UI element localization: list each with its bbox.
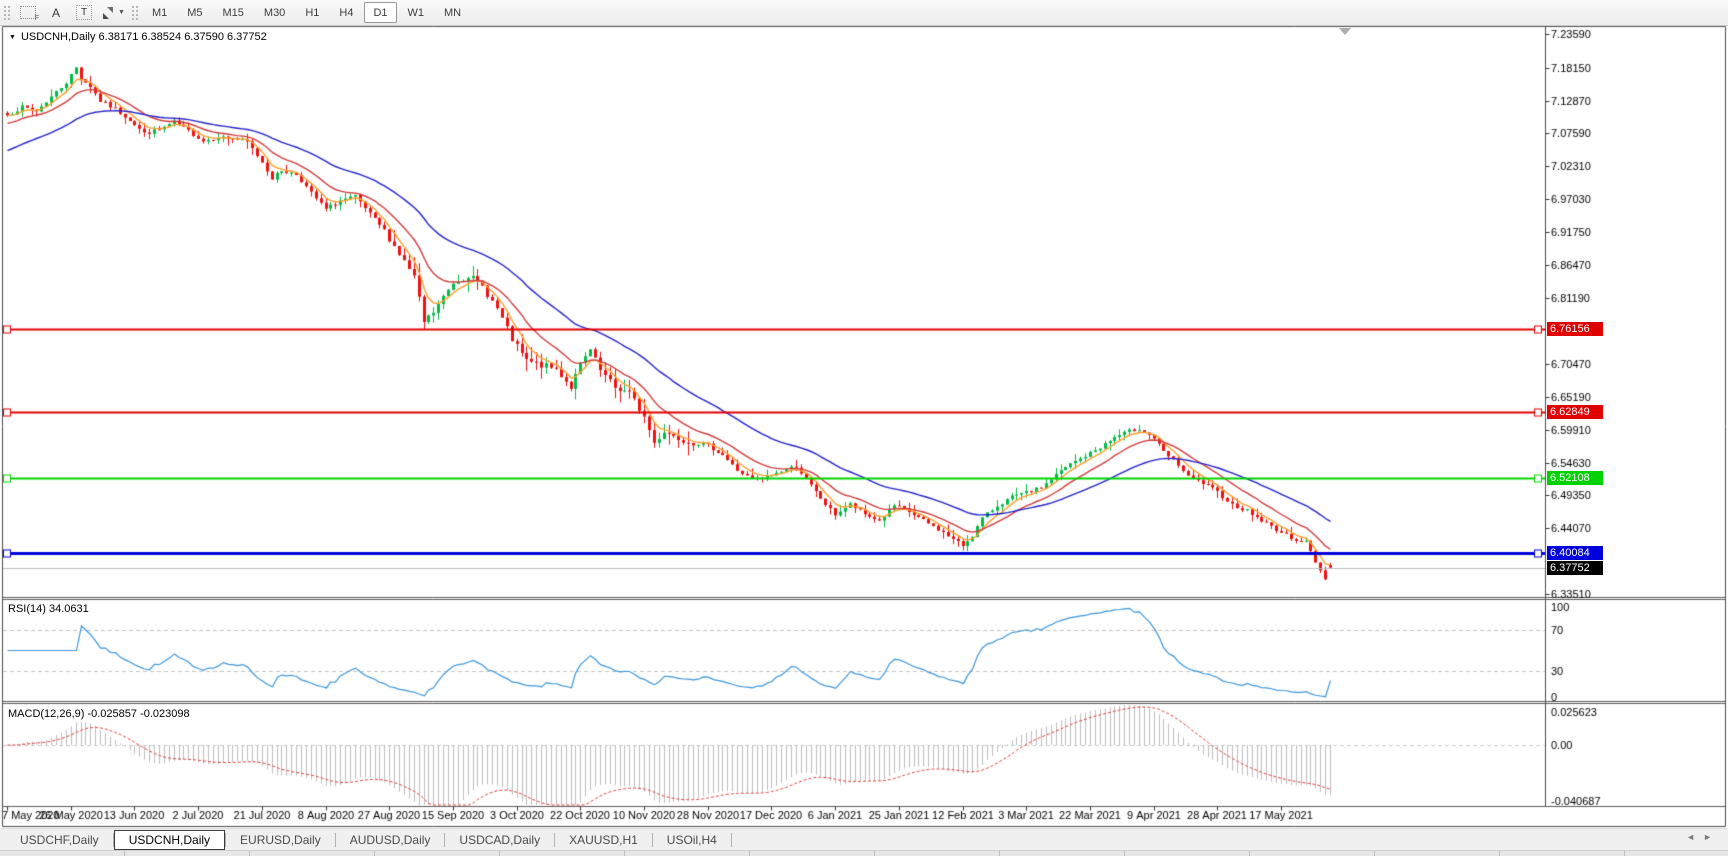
timeframe-toolbar-grip[interactable] — [130, 4, 138, 21]
current-price-label: 6.37752 — [1547, 561, 1603, 575]
timeframe-button-mn[interactable]: MN — [444, 6, 462, 19]
timeframe-button-h4[interactable]: H4 — [339, 6, 354, 19]
horizontal-scrollbar[interactable] — [0, 850, 1728, 856]
dotted-grid-tool-button[interactable]: F — [16, 2, 40, 24]
text-tool-button[interactable]: T — [72, 2, 96, 24]
hline-price-label[interactable]: 6.52108 — [1547, 471, 1603, 485]
arrows-tool-button[interactable]: ▼ — [100, 2, 126, 24]
tab-separator — [730, 832, 732, 847]
toolbar: F A T ▼ M1 M5 M15 M30 H1 H4 D1 W1 MN — [0, 0, 1728, 26]
chart-tab-usdcad[interactable]: USDCAD,Daily — [459, 832, 541, 847]
tab-separator — [225, 832, 227, 847]
chart-title: ▼ USDCNH,Daily 6.38171 6.38524 6.37590 6… — [9, 31, 267, 43]
label-tool-button[interactable]: A — [44, 2, 68, 24]
timeframe-button-group: M1 M5 M15 M30 H1 H4 D1 W1 MN — [142, 2, 471, 23]
label-tool-icon: A — [51, 5, 60, 20]
chart-tab-xauusd[interactable]: XAUUSD,H1 — [569, 832, 638, 847]
timeframe-button-m15[interactable]: M15 — [222, 6, 244, 19]
tab-scroll-arrows: ◄► — [1686, 832, 1720, 842]
chart-tab-usdcnh[interactable]: USDCNH,Daily — [113, 829, 226, 850]
chart-tab-bar: USDCHF,Daily USDCNH,Daily EURUSD,Daily AUDU… — [0, 828, 1728, 850]
macd-indicator-label: MACD(12,26,9) -0.025857 -0.023098 — [8, 708, 190, 720]
tab-scroll-left-icon[interactable]: ◄ — [1686, 832, 1704, 842]
dotted-grid-icon: F — [20, 6, 39, 22]
timeframe-button-w1[interactable]: W1 — [407, 6, 425, 19]
arrows-icon — [103, 6, 113, 19]
tab-separator — [554, 832, 556, 847]
chart-shift-marker[interactable] — [1339, 28, 1351, 35]
timeframe-button-m1[interactable]: M1 — [151, 6, 168, 19]
chart-tab-usoil[interactable]: USOil,H4 — [666, 832, 717, 847]
tab-separator — [112, 832, 114, 847]
chart-title-dropdown-icon[interactable]: ▼ — [9, 33, 16, 41]
timeframe-button-m30[interactable]: M30 — [263, 6, 286, 19]
rsi-indicator-label: RSI(14) 34.0631 — [8, 603, 89, 615]
hline-price-label[interactable]: 6.40084 — [1547, 546, 1603, 560]
chart-tab-eurusd[interactable]: EURUSD,Daily — [240, 832, 321, 847]
chevron-down-icon: ▼ — [118, 9, 125, 16]
tab-separator — [334, 832, 336, 847]
toolbar-grip[interactable] — [3, 4, 10, 21]
chart-tab-usdchf[interactable]: USDCHF,Daily — [20, 832, 99, 847]
timeframe-button-h1[interactable]: H1 — [305, 6, 320, 19]
timeframe-button-m5[interactable]: M5 — [187, 6, 203, 19]
chart-tab-audusd[interactable]: AUDUSD,Daily — [349, 832, 431, 847]
tab-separator — [651, 832, 653, 847]
text-tool-icon: T — [76, 5, 92, 20]
chart-title-text: USDCNH,Daily 6.38171 6.38524 6.37590 6.3… — [20, 31, 267, 43]
hline-price-label[interactable]: 6.76156 — [1547, 322, 1603, 336]
tab-separator — [444, 832, 446, 847]
tab-scroll-right-icon[interactable]: ► — [1703, 832, 1720, 842]
timeframe-button-d1[interactable]: D1 — [364, 2, 397, 23]
hline-price-label[interactable]: 6.62849 — [1547, 405, 1603, 419]
